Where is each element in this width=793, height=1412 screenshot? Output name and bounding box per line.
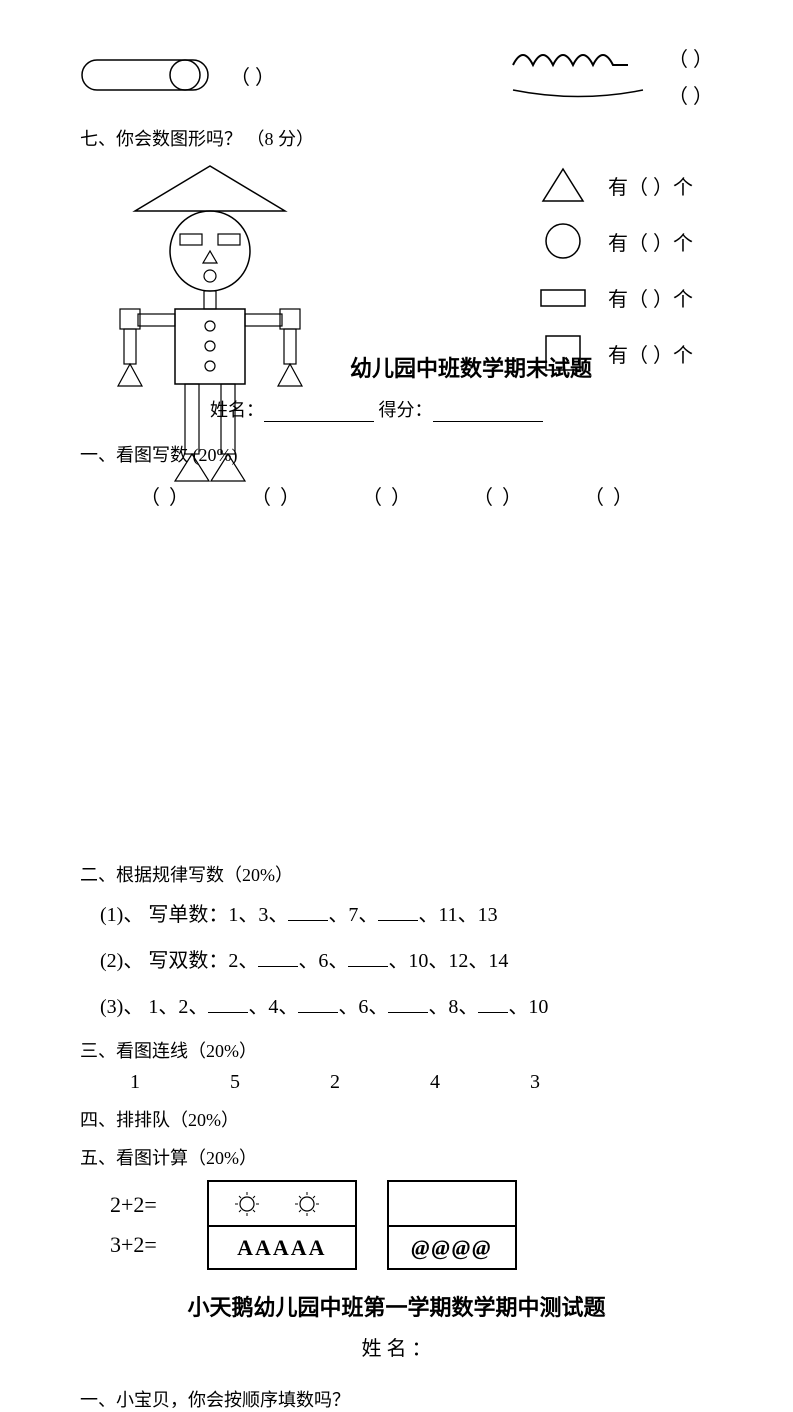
lower-content: 二、根据规律写数（20%） (1)、 写单数：1、3、、7、、11、13 (2)… [80,861,713,1412]
paren-3: （ ） [362,481,413,510]
line2-num: (2)、 [100,950,143,972]
box-stack-1: AAAAA [207,1180,357,1270]
circle-count-row: 有（ ）个 [538,222,693,260]
eq-1: 2+2= [110,1185,157,1225]
num-1: 1 [130,1071,140,1094]
paren-2: （ ） [251,481,302,510]
capsule-shape [80,55,210,95]
line1-num: (1)、 [100,904,143,926]
triangle-count-label: 有（ ）个 [608,171,693,200]
box1-top [207,1180,357,1225]
paren-5: （ ） [584,481,635,510]
section-7-heading: 七、你会数图形吗？ （8 分） [80,125,713,151]
paren-right-2: （ ） [668,80,713,109]
exam-title-2: 小天鹅幼儿园中班第一学期数学期中测试题 [80,1290,713,1322]
shape-counts: 有（ ）个 有（ ）个 有（ ）个 有（ ）个 [538,166,693,372]
boxes-area: AAAAA @@@@ [207,1180,517,1270]
paren-left: （ ） [230,61,275,90]
paren-4: （ ） [473,481,524,510]
top-row: （ ） （ ） （ ） [80,40,713,110]
pattern-line-1: (1)、 写单数：1、3、、7、、11、13 [100,897,713,933]
section-1-heading: 一、看图写数 (20%) [80,441,237,467]
paren-1: （ ） [140,481,191,510]
number-row: 1 5 2 4 3 [130,1071,713,1094]
box1-bottom: AAAAA [207,1225,357,1270]
box-stack-2: @@@@ [387,1180,517,1270]
name-underline [264,421,374,422]
circle-icon [538,222,588,260]
calc-equations: 2+2= 3+2= [110,1185,157,1264]
rectangle-icon [538,278,588,316]
calc-section: 2+2= 3+2= [80,1180,713,1270]
line1-prefix: 写单数： [148,904,228,926]
line3-num: (3)、 [100,996,143,1018]
section-5-heading: 五、看图计算（20%） [80,1144,713,1170]
triangle-count-row: 有（ ）个 [538,166,693,204]
pattern-line-3: (3)、 1、2、、4、、6、、8、、10 [100,989,713,1025]
section-3-heading: 三、看图连线（20%） [80,1037,713,1063]
arc-shape [508,85,648,105]
last-question: 一、小宝贝，你会按顺序填数吗？ [80,1386,713,1412]
score-underline [433,421,543,422]
sun-icons [212,1184,352,1224]
triangle-icon [538,166,588,204]
num-2: 5 [230,1071,240,1094]
paren-right-1: （ ） [668,43,713,72]
score-label: 得分： [379,400,433,420]
num-5: 3 [530,1071,540,1094]
box2-bottom: @@@@ [387,1225,517,1270]
rect-count-label: 有（ ）个 [608,283,693,312]
top-right-shapes: （ ） （ ） [508,40,713,110]
exam-title-1: 幼儿园中班数学期末试题 [350,351,592,383]
name-line-2: 姓 名 ： [80,1332,713,1361]
top-left-shape: （ ） [80,40,275,110]
rect-count-row: 有（ ）个 [538,278,693,316]
line2-prefix: 写双数： [148,950,228,972]
name-label: 姓名： [210,400,264,420]
box2-top [387,1180,517,1225]
num-4: 4 [430,1071,440,1094]
square-count-label: 有（ ）个 [608,339,693,368]
circle-count-label: 有（ ）个 [608,227,693,256]
eq-2: 3+2= [110,1225,157,1265]
loops-shape [508,40,648,75]
section-2-heading: 二、根据规律写数（20%） [80,861,713,887]
num-3: 2 [330,1071,340,1094]
section-4-heading: 四、排排队（20%） [80,1106,713,1132]
parens-row: （ ） （ ） （ ） （ ） （ ） [140,481,635,510]
pattern-line-2: (2)、 写双数：2、、6、、10、12、14 [100,943,713,979]
figure-section: 有（ ）个 有（ ）个 有（ ）个 有（ ）个 幼儿园中班数学期末试题 姓名： … [80,161,713,501]
name-score-line: 姓名： 得分： [210,396,543,422]
